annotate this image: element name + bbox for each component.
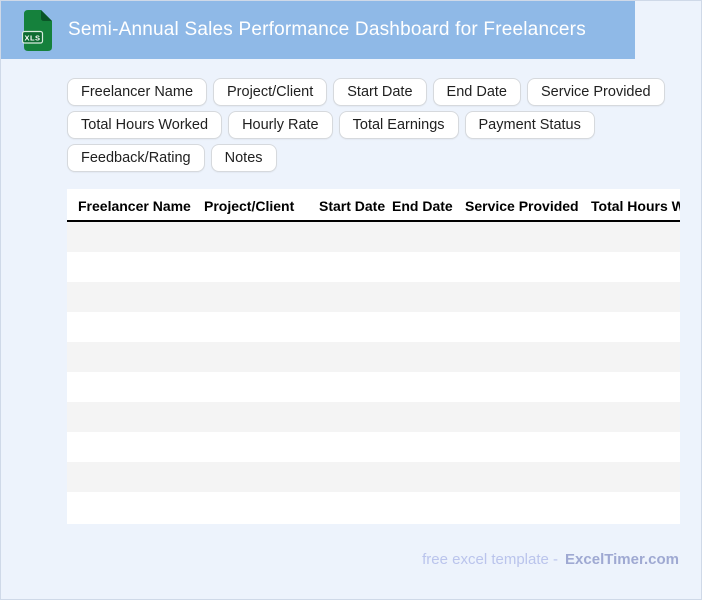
table-row[interactable] xyxy=(67,372,680,402)
table-row[interactable] xyxy=(67,462,680,492)
chip-hourly-rate[interactable]: Hourly Rate xyxy=(228,111,333,139)
table-row[interactable] xyxy=(67,432,680,462)
header-bar: XLS Semi-Annual Sales Performance Dashbo… xyxy=(1,1,635,59)
chip-row-1: Freelancer Name Project/Client Start Dat… xyxy=(67,78,665,106)
field-chips: Freelancer Name Project/Client Start Dat… xyxy=(67,78,665,177)
chip-row-2: Total Hours Worked Hourly Rate Total Ear… xyxy=(67,111,647,139)
spreadsheet-table: Freelancer Name Project/Client Start Dat… xyxy=(67,189,680,524)
chip-freelancer-name[interactable]: Freelancer Name xyxy=(67,78,208,106)
column-header-start-date[interactable]: Start Date xyxy=(319,198,386,214)
column-header-project-client[interactable]: Project/Client xyxy=(204,198,295,214)
table-row[interactable] xyxy=(67,282,680,312)
column-header-total-hours-worked[interactable]: Total Hours Worked xyxy=(591,198,680,214)
table-row[interactable] xyxy=(67,402,680,432)
chip-total-earnings[interactable]: Total Earnings xyxy=(338,111,459,139)
table-header-row: Freelancer Name Project/Client Start Dat… xyxy=(67,189,680,222)
table-body xyxy=(67,222,680,522)
chip-row-3: Feedback/Rating Notes xyxy=(67,144,647,172)
column-header-service-provided[interactable]: Service Provided xyxy=(465,198,579,214)
column-header-end-date[interactable]: End Date xyxy=(392,198,453,214)
chip-start-date[interactable]: Start Date xyxy=(333,78,427,106)
table-row[interactable] xyxy=(67,312,680,342)
table-row[interactable] xyxy=(67,222,680,252)
column-header-freelancer-name[interactable]: Freelancer Name xyxy=(78,198,191,214)
chip-service-provided[interactable]: Service Provided xyxy=(527,78,665,106)
chip-feedback-rating[interactable]: Feedback/Rating xyxy=(67,144,205,172)
xls-file-icon: XLS xyxy=(22,10,52,51)
chip-end-date[interactable]: End Date xyxy=(432,78,521,106)
chip-notes[interactable]: Notes xyxy=(210,144,277,172)
footer-credit: free excel template - ExcelTimer.com xyxy=(422,550,679,570)
page-title: Semi-Annual Sales Performance Dashboard … xyxy=(68,19,586,40)
footer-brand-link[interactable]: ExcelTimer.com xyxy=(565,551,679,568)
footer-credit-text: free excel template - xyxy=(422,551,559,568)
table-row[interactable] xyxy=(67,492,680,522)
chip-payment-status[interactable]: Payment Status xyxy=(464,111,595,139)
table-row[interactable] xyxy=(67,342,680,372)
chip-project-client[interactable]: Project/Client xyxy=(213,78,328,106)
chip-total-hours-worked[interactable]: Total Hours Worked xyxy=(67,111,223,139)
table-row[interactable] xyxy=(67,252,680,282)
xls-icon-label: XLS xyxy=(24,34,40,43)
